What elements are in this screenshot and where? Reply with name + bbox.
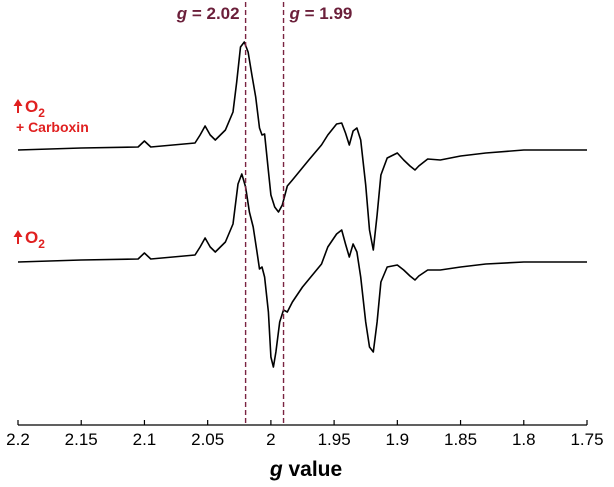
reference-label-g: g bbox=[289, 4, 301, 23]
x-axis: 2.2 2.15 2.1 2.05 2 1.95 1.9 1.85 1.8 1.75 bbox=[6, 420, 604, 449]
x-tick-label: 1.95 bbox=[318, 430, 351, 449]
x-tick-label: 1.85 bbox=[444, 430, 477, 449]
reference-label-2: g = 1.99 bbox=[289, 4, 353, 23]
x-tick-label: 1.8 bbox=[512, 430, 536, 449]
reference-label-g: g bbox=[176, 4, 188, 23]
reference-label-value: = 2.02 bbox=[187, 4, 239, 23]
reference-label-1: g = 2.02 bbox=[176, 4, 240, 23]
x-axis-title-rest: value bbox=[283, 458, 343, 481]
traces-group bbox=[17, 41, 587, 368]
x-axis-title: g value bbox=[269, 458, 342, 481]
trace-label-sub: 2 bbox=[38, 106, 45, 120]
spectrum-trace-2 bbox=[17, 173, 587, 368]
reference-lines-group: g = 2.02 g = 1.99 bbox=[176, 2, 353, 425]
x-tick-label: 2.05 bbox=[191, 430, 224, 449]
x-axis-title-g: g bbox=[269, 458, 283, 481]
up-arrow-icon bbox=[13, 230, 23, 237]
x-tick-label: 2.2 bbox=[6, 430, 30, 449]
up-arrow-icon bbox=[13, 99, 23, 106]
trace-label-1: O2 bbox=[25, 97, 45, 120]
reference-label-value: = 1.99 bbox=[300, 4, 352, 23]
x-tick-label: 1.75 bbox=[570, 430, 603, 449]
trace-label-sub: 2 bbox=[38, 237, 45, 251]
x-tick-label: 2.1 bbox=[133, 430, 157, 449]
trace-label-2: O2 bbox=[25, 228, 45, 251]
trace-label-main: O bbox=[25, 97, 38, 116]
x-tick-label: 2.15 bbox=[65, 430, 98, 449]
x-tick-label: 2 bbox=[266, 430, 275, 449]
x-tick-label: 1.9 bbox=[386, 430, 410, 449]
trace-label-line2: + Carboxin bbox=[16, 119, 89, 135]
spectrum-trace-1 bbox=[17, 41, 587, 251]
trace-label-main: O bbox=[25, 228, 38, 247]
